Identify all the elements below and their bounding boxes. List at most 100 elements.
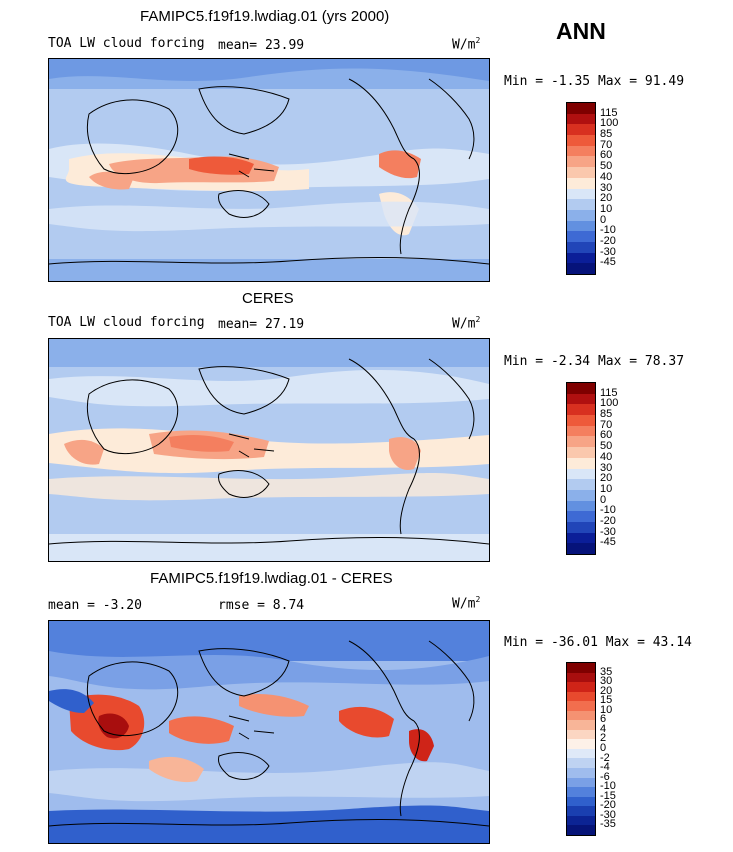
- panel3-map-canvas: [49, 621, 489, 843]
- colorbar-segment: [567, 241, 595, 253]
- colorbar-segment: [567, 543, 595, 554]
- panel3-max-label: Max =: [605, 635, 645, 650]
- units-base: W/m: [452, 37, 476, 53]
- colorbar-segment: [567, 739, 595, 749]
- panel2-minmax: Min = -2.34 Max = 78.37: [504, 354, 684, 369]
- colorbar-segment: [567, 209, 595, 221]
- colorbar-segment: [567, 457, 595, 469]
- panel3-mean-value: -3.20: [102, 598, 142, 613]
- colorbar-segment: [567, 748, 595, 759]
- panel2-title: CERES: [242, 290, 294, 307]
- panel3-min-label: Min =: [504, 635, 544, 650]
- colorbar-tick-label: -2: [600, 751, 610, 764]
- panel2-mean-label: mean=: [218, 317, 258, 332]
- colorbar-segment: [567, 447, 595, 458]
- colorbar-tick-label: -15: [600, 789, 616, 802]
- colorbar-tick-label: 35: [600, 665, 613, 678]
- panel3-rmse-value: 8.74: [272, 598, 305, 613]
- panel2-units: W/m2: [452, 315, 480, 331]
- colorbar-segment: [567, 758, 595, 769]
- colorbar-segment: [567, 252, 595, 264]
- colorbar-segment: [567, 691, 595, 702]
- colorbar-tick-label: 10: [600, 482, 613, 495]
- panel2-mean: mean= 27.19: [218, 317, 304, 332]
- panel3-minmax: Min = -36.01 Max = 43.14: [504, 635, 692, 650]
- colorbar-tick-label: -45: [600, 256, 616, 269]
- panel2-min-label: Min =: [504, 354, 544, 369]
- colorbar-tick-label: -30: [600, 808, 616, 821]
- units-exp-3: 2: [475, 595, 481, 604]
- panel3-mean-label: mean =: [48, 598, 95, 613]
- colorbar-tick-label: -20: [600, 514, 616, 527]
- colorbar-tick-label: 2: [600, 732, 607, 745]
- colorbar-tick-label: 85: [600, 408, 613, 421]
- colorbar-segment: [567, 425, 595, 437]
- colorbar-segment: [567, 787, 595, 797]
- colorbar-segment: [567, 511, 595, 522]
- colorbar-segment: [567, 825, 595, 835]
- panel2-max-value: 78.37: [644, 354, 685, 369]
- colorbar-segment: [567, 436, 595, 448]
- panel1-min-value: -1.35: [550, 74, 591, 89]
- panel1-colorbar: [566, 102, 596, 275]
- colorbar-segment: [567, 521, 595, 533]
- colorbar-segment: [567, 393, 595, 405]
- panel1-map: [48, 58, 490, 282]
- panel2-variable-label: TOA LW cloud forcing: [48, 315, 205, 330]
- colorbar-segment: [567, 103, 595, 114]
- colorbar-segment: [567, 720, 595, 730]
- colorbar-tick-label: 70: [600, 138, 613, 151]
- panel3-title: FAMIPC5.f19f19.lwdiag.01 - CERES: [150, 570, 393, 587]
- colorbar-tick-label: -30: [600, 245, 616, 258]
- units-exp-2: 2: [475, 315, 481, 324]
- colorbar-segment: [567, 145, 595, 157]
- colorbar-tick-label: -10: [600, 780, 616, 793]
- panel1-mean-value: 23.99: [264, 38, 305, 53]
- panel2-map-canvas: [49, 339, 489, 561]
- colorbar-tick-label: 60: [600, 149, 613, 162]
- colorbar-segment: [567, 124, 595, 136]
- colorbar-tick-label: -30: [600, 525, 616, 538]
- panel3-max-value: 43.14: [652, 635, 692, 650]
- colorbar-segment: [567, 231, 595, 242]
- colorbar-segment: [567, 199, 595, 210]
- colorbar-segment: [567, 532, 595, 544]
- colorbar-segment: [567, 156, 595, 168]
- colorbar-tick-label: 40: [600, 170, 613, 183]
- colorbar-tick-label: 4: [600, 722, 607, 735]
- season-label: ANN: [556, 18, 606, 44]
- panel1-max-label: Max =: [597, 74, 638, 89]
- colorbar-tick-label: -45: [600, 536, 616, 549]
- colorbar-segment: [567, 404, 595, 416]
- colorbar-tick-label: 20: [600, 684, 613, 697]
- colorbar-segment: [567, 729, 595, 740]
- colorbar-tick-label: 6: [600, 713, 607, 726]
- colorbar-segment: [567, 500, 595, 512]
- panel1-units: W/m2: [452, 36, 480, 52]
- colorbar-tick-label: 40: [600, 450, 613, 463]
- colorbar-segment: [567, 701, 595, 711]
- colorbar-tick-label: 10: [600, 703, 613, 716]
- colorbar-segment: [567, 710, 595, 721]
- colorbar-segment: [567, 220, 595, 232]
- colorbar-tick-label: -4: [600, 761, 610, 774]
- panel2-max-label: Max =: [597, 354, 638, 369]
- colorbar-segment: [567, 682, 595, 692]
- colorbar-segment: [567, 135, 595, 146]
- panel2-mean-value: 27.19: [264, 317, 305, 332]
- panel2-map: [48, 338, 490, 562]
- panel3-rmse-label: rmse =: [218, 598, 265, 613]
- colorbar-segment: [567, 415, 595, 426]
- panel3-units: W/m2: [452, 595, 480, 611]
- colorbar-segment: [567, 796, 595, 807]
- panel3-rmse: rmse = 8.74: [218, 598, 304, 613]
- colorbar-segment: [567, 383, 595, 394]
- colorbar-tick-label: 50: [600, 160, 613, 173]
- colorbar-segment: [567, 777, 595, 788]
- colorbar-segment: [567, 263, 595, 274]
- colorbar-tick-label: 10: [600, 202, 613, 215]
- units-exp: 2: [475, 36, 481, 45]
- colorbar-tick-label: 30: [600, 675, 613, 688]
- colorbar-tick-label: -10: [600, 224, 616, 237]
- colorbar-segment: [567, 815, 595, 826]
